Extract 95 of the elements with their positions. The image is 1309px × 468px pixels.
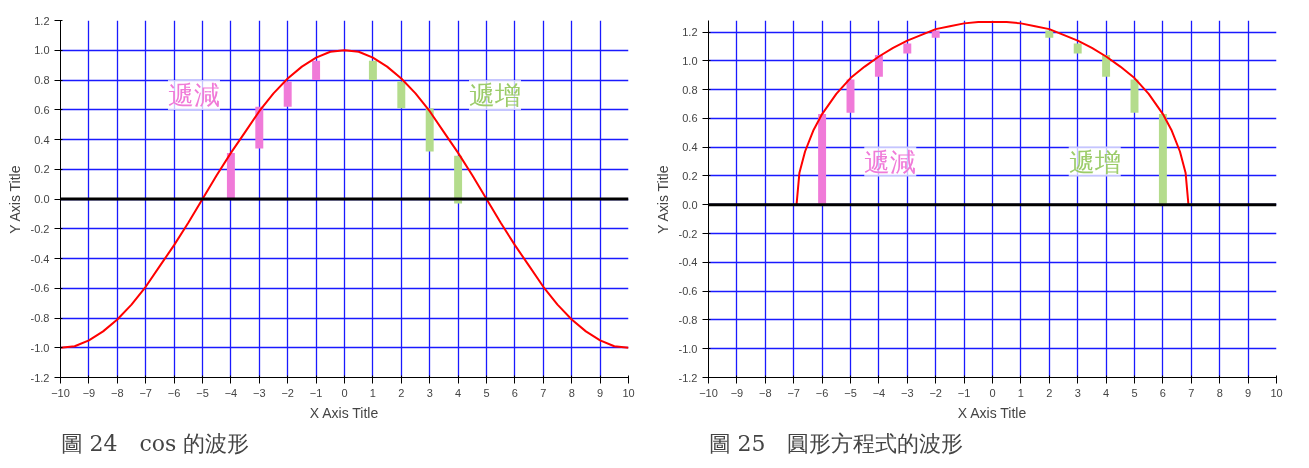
x-tick-label: 0 bbox=[341, 386, 348, 399]
y-axis-title: Y Axis Title bbox=[6, 165, 23, 234]
x-tick-label: 8 bbox=[568, 386, 575, 399]
bar bbox=[312, 60, 321, 80]
y-tick-label: -0.8 bbox=[678, 313, 698, 326]
y-tick-label: 0.6 bbox=[34, 103, 50, 116]
x-tick-label: 5 bbox=[1131, 386, 1138, 399]
x-tick-label: 9 bbox=[597, 386, 604, 399]
x-tick-label: −2 bbox=[281, 386, 294, 399]
line-series bbox=[795, 20, 1190, 206]
text: 圖 24 cos 的波形 bbox=[60, 430, 250, 456]
x-tick-label: 10 bbox=[622, 386, 635, 399]
x-tick-label: −6 bbox=[167, 386, 181, 399]
bar bbox=[903, 43, 912, 54]
x-tick-label: 3 bbox=[426, 386, 433, 399]
y-tick-label: 0.8 bbox=[34, 74, 50, 86]
y-tick-label: -1.0 bbox=[30, 341, 50, 354]
x-tick-label: −1 bbox=[957, 386, 971, 399]
x-axis-title: X Axis Title bbox=[957, 404, 1027, 421]
y-tick-label: 1.0 bbox=[34, 44, 50, 57]
y-tick-label: 1.2 bbox=[34, 14, 50, 27]
x-tick-label: −8 bbox=[111, 386, 124, 399]
y-tick-label: 0.0 bbox=[682, 198, 698, 211]
y-tick-label: 0.0 bbox=[34, 193, 50, 205]
y-tick-label: 0.4 bbox=[34, 133, 50, 146]
y-tick-label: 0.8 bbox=[682, 83, 698, 96]
x-tick-label: 6 bbox=[511, 386, 518, 399]
y-tick-label: -1.2 bbox=[678, 371, 698, 384]
x-tick-label: −4 bbox=[872, 386, 886, 399]
y-tick-label: -0.2 bbox=[30, 222, 50, 235]
x-tick-label: 1 bbox=[369, 386, 376, 399]
x-tick-label: −2 bbox=[929, 386, 942, 399]
annotation: 遞減 bbox=[864, 146, 917, 177]
x-tick-label: 1 bbox=[1017, 386, 1024, 399]
x-tick-label: 9 bbox=[1245, 386, 1252, 399]
y-tick-label: -0.4 bbox=[678, 256, 698, 269]
x-tick-label: −7 bbox=[139, 386, 152, 399]
bar bbox=[397, 81, 406, 109]
text: 圖 25 圓形方程式的波形 bbox=[708, 430, 964, 456]
y-tick-label: -1.2 bbox=[30, 371, 50, 384]
x-tick-label: 2 bbox=[1046, 386, 1053, 399]
x-tick-label: 6 bbox=[1159, 386, 1166, 399]
y-tick-label: -0.6 bbox=[678, 285, 698, 298]
x-tick-label: 4 bbox=[455, 386, 462, 399]
x-tick-label: 0 bbox=[989, 386, 996, 399]
x-tick-label: −5 bbox=[844, 386, 857, 399]
bar bbox=[255, 106, 264, 149]
y-tick-label: -0.4 bbox=[30, 252, 50, 265]
bar bbox=[931, 30, 940, 38]
annotation: 遞減 bbox=[167, 79, 220, 110]
x-tick-label: −9 bbox=[82, 386, 96, 399]
x-tick-label: −6 bbox=[815, 386, 829, 399]
y-tick-label: -0.6 bbox=[30, 282, 50, 295]
bar bbox=[283, 81, 292, 107]
bar bbox=[454, 155, 463, 204]
x-tick-label: 2 bbox=[398, 386, 405, 399]
y-tick-label: 1.0 bbox=[682, 54, 698, 67]
x-tick-label: 7 bbox=[540, 386, 547, 399]
x-tick-label: 10 bbox=[1270, 386, 1283, 399]
y-tick-label: 0.4 bbox=[682, 141, 698, 154]
bar bbox=[1045, 30, 1054, 38]
x-tick-label: −9 bbox=[730, 386, 744, 399]
x-tick-label: −1 bbox=[309, 386, 323, 399]
y-axis-title: Y Axis Title bbox=[654, 165, 671, 234]
y-tick-label: -0.8 bbox=[30, 312, 50, 324]
x-tick-label: 3 bbox=[1074, 386, 1081, 399]
y-tick-label: 0.6 bbox=[682, 112, 698, 125]
x-tick-label: −8 bbox=[759, 386, 772, 399]
annotation: 遞增 bbox=[1068, 146, 1121, 177]
x-tick-label: 8 bbox=[1216, 386, 1223, 399]
x-tick-label: 5 bbox=[483, 386, 490, 399]
x-tick-label: −4 bbox=[224, 386, 238, 399]
x-axis-title: X Axis Title bbox=[309, 404, 379, 421]
y-tick-label: -1.0 bbox=[678, 342, 698, 355]
x-tick-label: −3 bbox=[253, 386, 266, 399]
y-tick-label: 0.2 bbox=[34, 163, 50, 176]
bar bbox=[874, 55, 883, 77]
bar bbox=[1102, 55, 1111, 77]
bar bbox=[226, 152, 235, 199]
x-tick-label: 4 bbox=[1103, 386, 1110, 399]
x-tick-label: −10 bbox=[51, 386, 70, 399]
bar bbox=[818, 114, 827, 205]
bar bbox=[425, 108, 434, 152]
bar bbox=[368, 60, 377, 80]
x-tick-label: 7 bbox=[1188, 386, 1195, 399]
bar bbox=[1158, 114, 1167, 205]
y-tick-label: 1.2 bbox=[682, 26, 698, 39]
y-tick-label: -0.2 bbox=[678, 227, 698, 240]
annotation: 遞增 bbox=[469, 79, 522, 110]
y-tick-label: 0.2 bbox=[682, 169, 698, 182]
x-tick-label: −3 bbox=[901, 386, 914, 399]
bar bbox=[1073, 43, 1082, 54]
x-tick-label: −10 bbox=[699, 386, 718, 399]
x-tick-label: −5 bbox=[196, 386, 209, 399]
x-tick-label: −7 bbox=[787, 386, 800, 399]
